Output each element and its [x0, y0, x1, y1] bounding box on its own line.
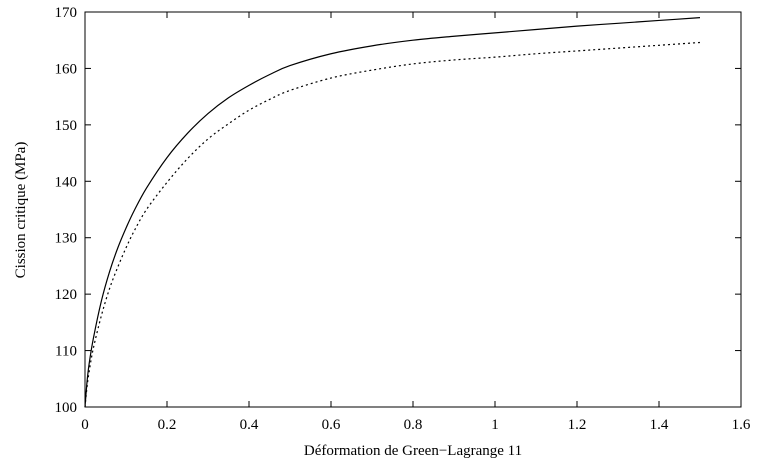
x-tick-label: 0.4	[240, 417, 259, 433]
x-tick-label: 1.4	[650, 417, 669, 433]
x-axis-label: Déformation de Green−Lagrange 11	[304, 443, 522, 459]
series-layer	[84, 17, 701, 408]
x-tick-label: 0.8	[404, 417, 423, 433]
series-line-solid	[84, 17, 701, 408]
series-line-dotted	[84, 41, 701, 408]
y-tick-label: 130	[55, 231, 78, 247]
x-tick-label: 1	[491, 417, 499, 433]
y-tick-label: 120	[55, 287, 78, 303]
y-tick-label: 140	[55, 174, 78, 190]
x-tick-label: 1.2	[568, 417, 587, 433]
plot-frame	[84, 11, 742, 408]
y-tick-label: 150	[55, 118, 78, 134]
y-tick-label: 170	[55, 5, 78, 21]
x-tick-label: 0.2	[158, 417, 177, 433]
y-tick-label: 160	[55, 61, 78, 77]
x-tick-label: 1.6	[732, 417, 751, 433]
x-tick-label: 0	[81, 417, 89, 433]
x-tick-label: 0.6	[322, 417, 341, 433]
y-tick-label: 110	[55, 344, 77, 360]
ticks-layer: 0 0.2 0.4 0.6 0.8 1 1.2 1.4 1.6 100 110 120 130 140 15…	[55, 5, 751, 433]
y-axis-label: Cission critique (MPa)	[13, 142, 29, 279]
y-tick-label: 100	[55, 400, 78, 416]
